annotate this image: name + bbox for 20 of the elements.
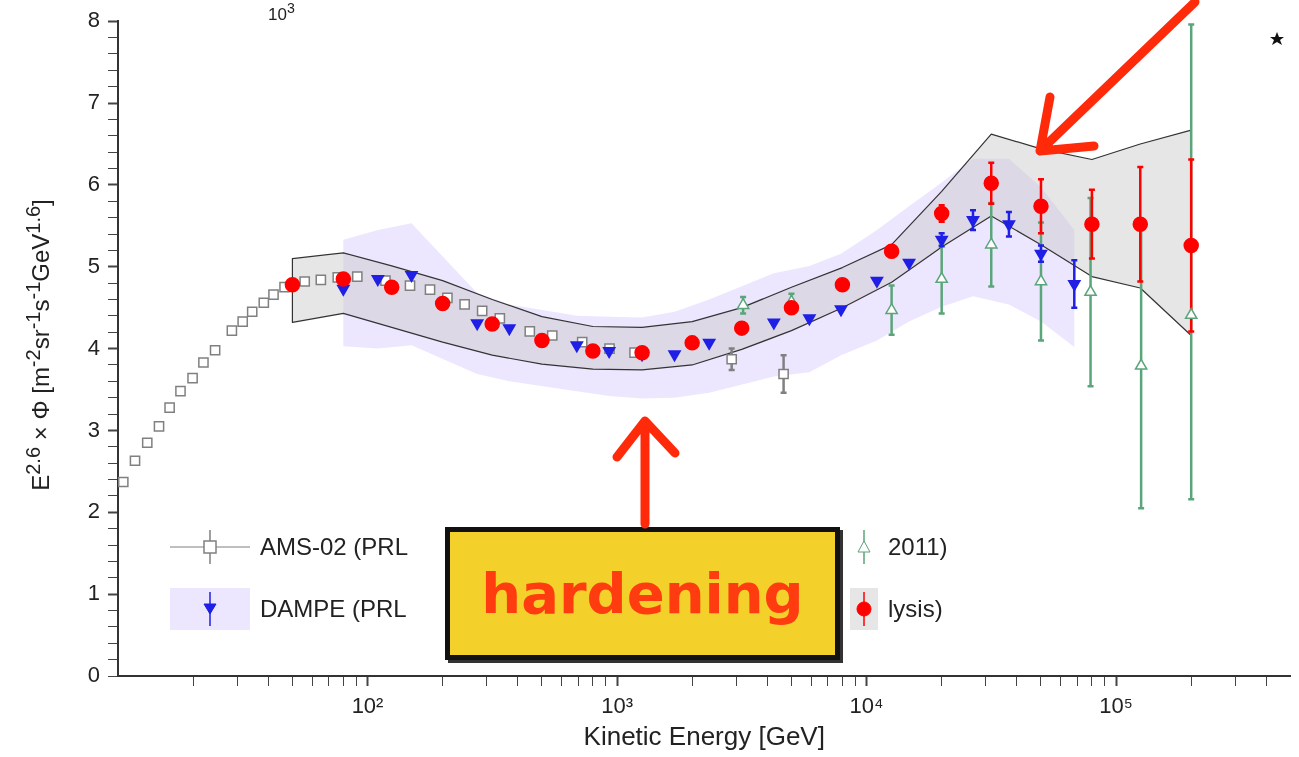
y-tick-label: 5 [87, 252, 100, 278]
y-tick-label: 8 [87, 7, 100, 33]
y-tick-label: 7 [87, 89, 100, 115]
legend-label: DAMPE (PRL [260, 595, 407, 623]
annotation: 10$^{3}$ [268, 0, 295, 25]
annotation: hardening [481, 561, 804, 626]
legend-label: AMS-02 (PRL [260, 533, 409, 561]
legend-label: 2011) [888, 533, 948, 561]
x-tick-label: 10³ [601, 693, 633, 719]
x-tick-label: 10⁵ [1099, 693, 1133, 719]
y-tick-label: 0 [87, 662, 100, 688]
y-tick-label: 6 [87, 170, 100, 196]
x-tick-label: 10⁴ [849, 693, 884, 719]
x-tick-label: 10² [351, 693, 384, 719]
y-tick-label: 1 [87, 580, 100, 606]
legend-label: lysis) [888, 595, 943, 623]
y-tick-label: 3 [87, 416, 100, 442]
x-axis-title: Kinetic Energy [GeV] [583, 720, 825, 751]
y-tick-label: 4 [87, 334, 100, 360]
y-tick-label: 2 [87, 498, 100, 524]
